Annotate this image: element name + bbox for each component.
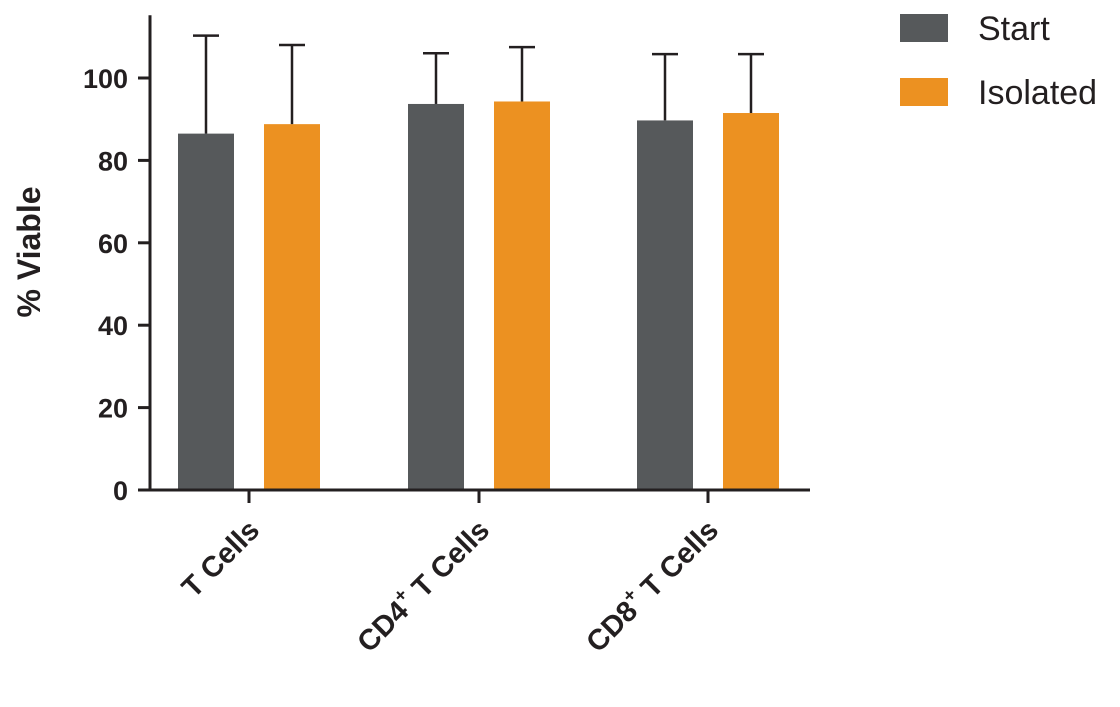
y-tick-label-100: 100 <box>83 64 128 94</box>
x-category-label-1: CD4+ T Cells <box>349 511 496 658</box>
y-tick-label-20: 20 <box>98 394 128 424</box>
bar-isolated-1 <box>494 101 550 490</box>
legend-label-isolated: Isolated <box>978 74 1097 112</box>
x-category-label-rest-2: T Cells <box>629 514 725 610</box>
legend-swatch-start <box>900 14 948 42</box>
bars-layer <box>178 101 779 491</box>
y-tick-label-0: 0 <box>113 476 128 506</box>
bar-start-1 <box>408 103 464 491</box>
y-tick-label-40: 40 <box>98 311 128 341</box>
y-axis-title: % Viable <box>11 186 47 317</box>
legend: Start Isolated <box>900 10 1097 112</box>
x-category-label-2: CD8+ T Cells <box>578 511 725 658</box>
y-tick-label-60: 60 <box>98 229 128 259</box>
legend-label-start: Start <box>978 10 1050 48</box>
x-category-label-0: T Cells <box>176 514 266 604</box>
bar-isolated-2 <box>723 113 779 491</box>
legend-swatch-isolated <box>900 78 948 106</box>
error-bars-layer <box>193 34 764 134</box>
bar-start-2 <box>637 120 693 490</box>
x-category-label-main-0: T Cells <box>176 514 266 604</box>
x-category-label-rest-1: T Cells <box>400 514 496 610</box>
bar-start-0 <box>178 133 234 490</box>
bar-isolated-0 <box>264 124 320 491</box>
y-tick-label-80: 80 <box>98 146 128 176</box>
